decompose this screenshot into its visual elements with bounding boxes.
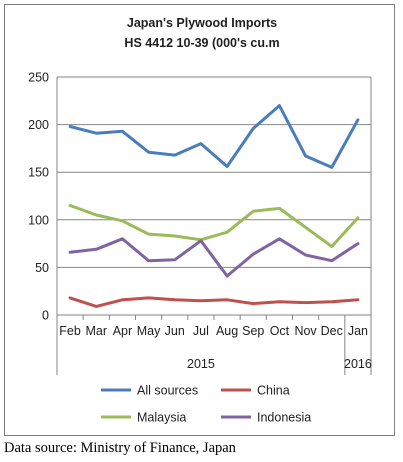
- x-tick-label: Jun: [165, 324, 185, 338]
- chart-frame: Japan's Plywood Imports HS 4412 10-39 (0…: [4, 4, 395, 436]
- legend-label-china: China: [257, 384, 290, 398]
- y-tick-label: 150: [28, 166, 49, 180]
- x-tick-label: Nov: [294, 324, 317, 338]
- legend-label-malaysia: Malaysia: [137, 411, 186, 425]
- legend-label-indonesia: Indonesia: [257, 411, 311, 425]
- y-tick-label: 50: [35, 261, 49, 275]
- y-tick-label: 0: [42, 309, 49, 323]
- x-tick-label: May: [137, 324, 161, 338]
- chart-title-line-1: Japan's Plywood Imports: [127, 16, 277, 30]
- y-tick-label: 100: [28, 213, 49, 227]
- x-tick-label: Apr: [113, 324, 132, 338]
- y-tick-label: 200: [28, 118, 49, 132]
- chart-svg: Japan's Plywood Imports HS 4412 10-39 (0…: [28, 16, 372, 425]
- year-label: 2016: [344, 357, 372, 371]
- x-tick-label: Aug: [216, 324, 238, 338]
- series-line-malaysia: [68, 204, 360, 248]
- x-tick-label: Jul: [193, 324, 209, 338]
- source-note: Data source: Ministry of Finance, Japan: [4, 440, 236, 456]
- x-tick-label: Dec: [321, 324, 343, 338]
- legend-label-all-sources: All sources: [137, 384, 198, 398]
- chart-title-line-2: HS 4412 10-39 (000's cu.m: [124, 36, 279, 50]
- series-line-all-sources: [68, 104, 360, 169]
- x-tick-label: Oct: [270, 324, 290, 338]
- x-tick-label: Jan: [348, 324, 368, 338]
- x-tick-label: Sep: [242, 324, 264, 338]
- series-line-china: [68, 296, 360, 308]
- x-tick-label: Mar: [85, 324, 107, 338]
- x-tick-label: Feb: [59, 324, 81, 338]
- series-line-indonesia: [68, 237, 360, 278]
- y-tick-label: 250: [28, 71, 49, 85]
- year-label: 2015: [187, 357, 215, 371]
